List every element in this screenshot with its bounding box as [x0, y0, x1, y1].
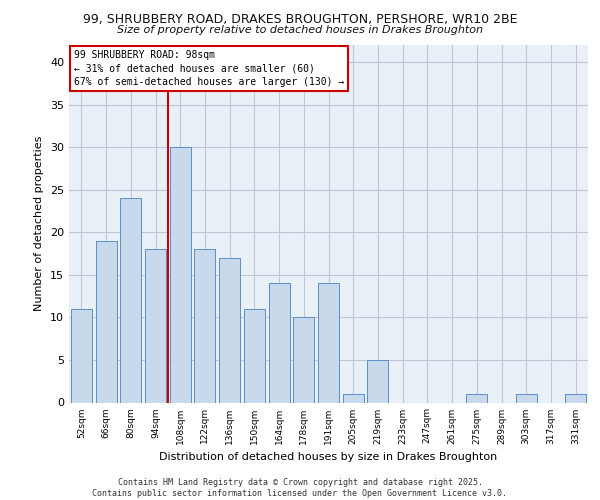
Bar: [120, 198, 141, 402]
Text: Contains HM Land Registry data © Crown copyright and database right 2025.
Contai: Contains HM Land Registry data © Crown c…: [92, 478, 508, 498]
Bar: [244, 309, 265, 402]
X-axis label: Distribution of detached houses by size in Drakes Broughton: Distribution of detached houses by size …: [160, 452, 497, 462]
Bar: [145, 250, 166, 402]
Bar: [194, 250, 215, 402]
Bar: [318, 284, 339, 403]
Bar: [269, 284, 290, 403]
Bar: [95, 241, 116, 402]
Text: 99, SHRUBBERY ROAD, DRAKES BROUGHTON, PERSHORE, WR10 2BE: 99, SHRUBBERY ROAD, DRAKES BROUGHTON, PE…: [83, 12, 517, 26]
Text: Size of property relative to detached houses in Drakes Broughton: Size of property relative to detached ho…: [117, 25, 483, 35]
Bar: [466, 394, 487, 402]
Bar: [71, 309, 92, 402]
Bar: [565, 394, 586, 402]
Bar: [219, 258, 240, 402]
Bar: [516, 394, 537, 402]
Bar: [343, 394, 364, 402]
Bar: [367, 360, 388, 403]
Y-axis label: Number of detached properties: Number of detached properties: [34, 136, 44, 312]
Text: 99 SHRUBBERY ROAD: 98sqm
← 31% of detached houses are smaller (60)
67% of semi-d: 99 SHRUBBERY ROAD: 98sqm ← 31% of detach…: [74, 50, 344, 87]
Bar: [170, 147, 191, 403]
Bar: [293, 318, 314, 402]
